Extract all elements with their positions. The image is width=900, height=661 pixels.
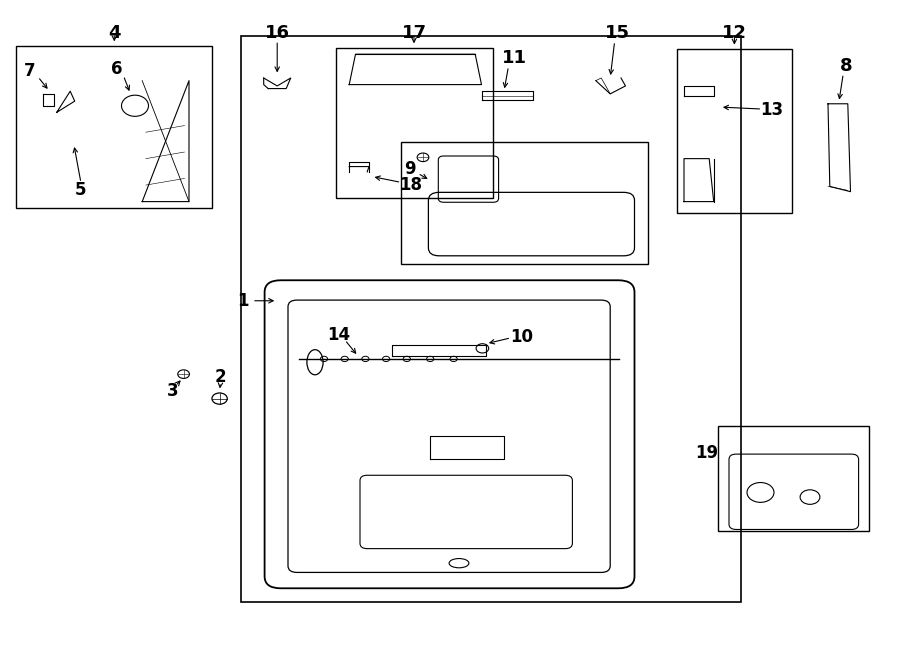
Text: 7: 7 <box>24 61 35 80</box>
Text: 13: 13 <box>760 101 783 120</box>
Text: 8: 8 <box>840 57 852 75</box>
Text: 6: 6 <box>112 60 122 79</box>
Text: 11: 11 <box>502 49 527 67</box>
Text: 4: 4 <box>108 24 121 42</box>
Text: 5: 5 <box>76 181 86 200</box>
Text: 10: 10 <box>510 328 534 346</box>
Text: 15: 15 <box>605 24 630 42</box>
Text: 2: 2 <box>215 368 226 386</box>
Text: 1: 1 <box>238 292 248 310</box>
Text: 19: 19 <box>695 444 718 463</box>
Text: 16: 16 <box>265 24 290 42</box>
Text: 9: 9 <box>404 159 415 178</box>
Text: 14: 14 <box>327 326 350 344</box>
Text: 17: 17 <box>401 24 427 42</box>
Text: 3: 3 <box>167 382 178 401</box>
Text: 12: 12 <box>722 24 747 42</box>
Text: 18: 18 <box>399 176 422 194</box>
